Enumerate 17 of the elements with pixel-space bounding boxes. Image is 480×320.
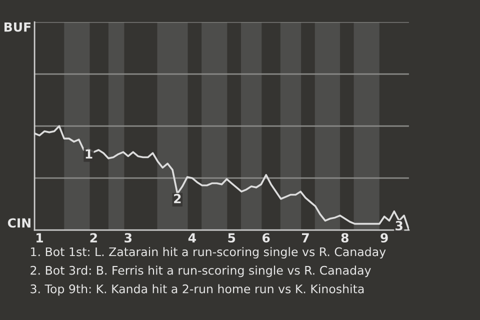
text: BUF <box>4 22 31 32</box>
x-tick-label: 9 <box>380 233 388 243</box>
x-tick-label: 8 <box>341 233 348 243</box>
x-tick-label: 6 <box>262 233 270 243</box>
annotation: 3 <box>396 220 402 230</box>
text: 1. Bot 1st: L. Zatarain hit a run-scoring single vs R. Canaday <box>31 247 386 259</box>
text: CIN <box>8 218 30 228</box>
text: 3. Top 9th: K. Kanda hit a 2-run home run vs K. Kinoshita <box>30 284 364 296</box>
x-tick-label: 5 <box>228 233 236 243</box>
x-tick-label: 1 <box>36 233 43 242</box>
annotation: 1 <box>86 149 92 158</box>
x-tick-label: 4 <box>188 233 196 242</box>
text: 2. Bot 3rd: B. Ferris hit a run-scoring single vs R. Canaday <box>30 266 371 278</box>
annotation: 2 <box>174 194 181 204</box>
x-tick-label: 7 <box>302 233 309 242</box>
x-tick-label: 2 <box>90 233 97 242</box>
x-tick-label: 3 <box>124 233 132 243</box>
